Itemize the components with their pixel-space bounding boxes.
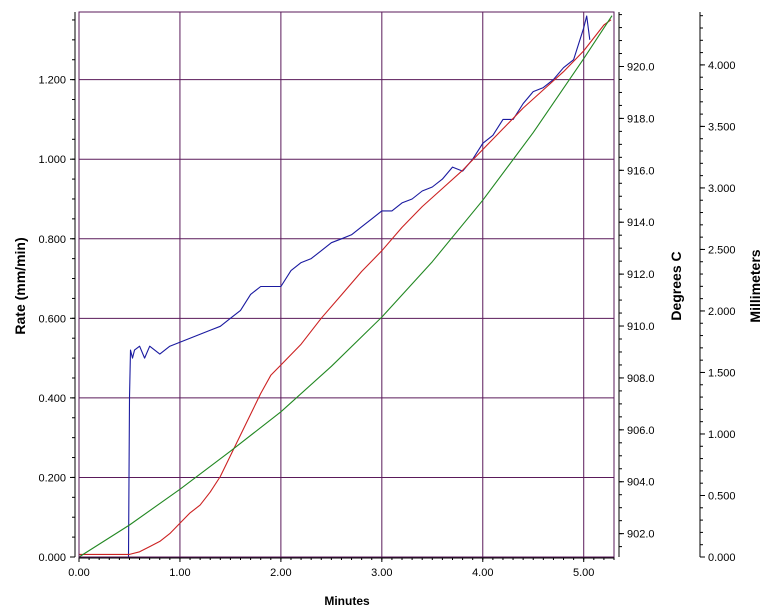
temperature-tick-label: 904.0 <box>627 477 655 489</box>
millimeters-tick-label: 1.500 <box>708 367 736 379</box>
millimeters-tick-label: 3.000 <box>708 183 736 195</box>
rate-tick-label: 0.800 <box>38 234 66 246</box>
rate-tick-label: 0.000 <box>38 552 66 564</box>
x-tick-label: 5.00 <box>573 567 594 579</box>
temperature-tick-label: 908.0 <box>627 373 655 385</box>
temperature-tick-label: 912.0 <box>627 269 655 281</box>
temperature-tick-label: 910.0 <box>627 321 655 333</box>
temperature-tick-label: 906.0 <box>627 425 655 437</box>
rate-tick-label: 1.000 <box>38 154 66 166</box>
millimeters-tick-label: 2.000 <box>708 306 736 318</box>
rate-axis-title: Rate (mm/min) <box>12 237 28 334</box>
millimeters-tick-label: 0.000 <box>708 552 736 564</box>
millimeters-series-line <box>78 15 613 558</box>
rate-tick-label: 0.400 <box>38 393 66 405</box>
x-axis-title: Minutes <box>324 594 370 606</box>
temperature-tick-label: 916.0 <box>627 165 655 177</box>
millimeters-tick-label: 1.000 <box>708 429 736 441</box>
x-tick-label: 4.00 <box>472 567 493 579</box>
series-layer <box>78 15 613 558</box>
rate-tick-label: 0.600 <box>38 313 66 325</box>
grid-lines <box>79 12 614 557</box>
plot-frame <box>78 11 615 558</box>
temperature-tick-label: 918.0 <box>627 113 655 125</box>
rate-series-line <box>79 15 591 558</box>
x-tick-label: 2.00 <box>270 567 291 579</box>
temperature-series-line <box>79 19 612 555</box>
temperature-axis-title: Degrees C <box>668 251 684 320</box>
x-tick-label: 0.00 <box>68 567 89 579</box>
x-tick-label: 3.00 <box>371 567 392 579</box>
axes: 0.00 1.00 2.00 3.00 4.00 5.00 0.000 0.200 0.400 0… <box>38 12 736 579</box>
millimeters-tick-label: 4.000 <box>708 60 736 72</box>
x-tick-label: 1.00 <box>169 567 190 579</box>
temperature-tick-label: 902.0 <box>627 529 655 541</box>
temperature-tick-label: 914.0 <box>627 217 655 229</box>
millimeters-axis-title: Millimeters <box>747 249 763 322</box>
temperature-tick-label: 920.0 <box>627 62 655 74</box>
millimeters-tick-label: 2.500 <box>708 244 736 256</box>
millimeters-tick-label: 3.500 <box>708 121 736 133</box>
rate-tick-label: 0.200 <box>38 472 66 484</box>
rate-tick-label: 1.200 <box>38 75 66 87</box>
millimeters-tick-label: 0.500 <box>708 490 736 502</box>
